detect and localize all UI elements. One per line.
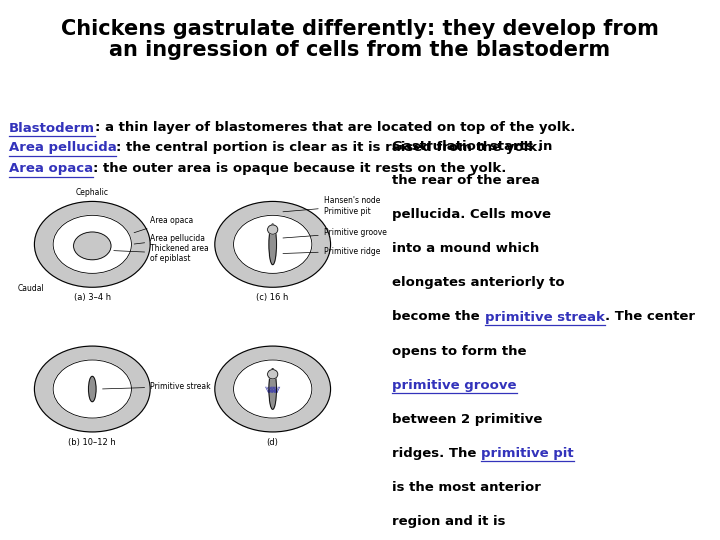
Text: Blastoderm: Blastoderm xyxy=(9,122,94,134)
Text: Area opaca: Area opaca xyxy=(9,162,93,175)
Text: Chickens gastrulate differently: they develop from: Chickens gastrulate differently: they de… xyxy=(61,19,659,39)
Text: region and it is: region and it is xyxy=(392,515,506,528)
Text: Area pellucida: Area pellucida xyxy=(9,141,117,154)
Ellipse shape xyxy=(35,201,150,287)
Ellipse shape xyxy=(53,215,132,273)
Text: (d): (d) xyxy=(266,438,279,447)
Text: (c) 16 h: (c) 16 h xyxy=(256,293,289,302)
Text: primitive pit: primitive pit xyxy=(482,447,574,460)
Text: Primitive groove: Primitive groove xyxy=(283,228,387,238)
Ellipse shape xyxy=(233,215,312,273)
Text: Cephalic: Cephalic xyxy=(76,188,109,197)
Text: Thickened area
of epiblast: Thickened area of epiblast xyxy=(114,244,209,264)
Ellipse shape xyxy=(89,376,96,402)
Ellipse shape xyxy=(268,369,278,379)
Text: pellucida. Cells move: pellucida. Cells move xyxy=(392,208,552,221)
Text: : the outer area is opaque because it rests on the yolk.: : the outer area is opaque because it re… xyxy=(93,162,506,175)
Ellipse shape xyxy=(215,201,330,287)
Text: the rear of the area: the rear of the area xyxy=(392,174,540,187)
Ellipse shape xyxy=(233,360,312,418)
Text: become the: become the xyxy=(392,310,485,323)
Ellipse shape xyxy=(53,360,132,418)
Text: between 2 primitive: between 2 primitive xyxy=(392,413,543,426)
Text: opens to form the: opens to form the xyxy=(392,345,527,357)
Text: primitive streak: primitive streak xyxy=(485,310,605,323)
Ellipse shape xyxy=(215,346,330,432)
Text: into a mound which: into a mound which xyxy=(392,242,540,255)
Text: an ingression of cells from the blastoderm: an ingression of cells from the blastode… xyxy=(109,40,611,60)
Text: (b) 10–12 h: (b) 10–12 h xyxy=(68,438,116,447)
Ellipse shape xyxy=(73,232,111,260)
Text: Area opaca: Area opaca xyxy=(134,216,194,233)
Text: is the most anterior: is the most anterior xyxy=(392,481,541,494)
Ellipse shape xyxy=(268,225,278,234)
Text: Area pellucida: Area pellucida xyxy=(134,234,205,244)
Ellipse shape xyxy=(35,346,150,432)
Text: elongates anteriorly to: elongates anteriorly to xyxy=(392,276,565,289)
Text: Gastrulation starts in: Gastrulation starts in xyxy=(392,140,553,153)
Text: : a thin layer of blastomeres that are located on top of the yolk.: : a thin layer of blastomeres that are l… xyxy=(94,122,575,134)
Text: Caudal: Caudal xyxy=(18,285,45,293)
Ellipse shape xyxy=(269,369,276,409)
Text: ridges. The: ridges. The xyxy=(392,447,482,460)
Text: . The center: . The center xyxy=(605,310,695,323)
Text: Primitive ridge: Primitive ridge xyxy=(283,247,380,255)
Ellipse shape xyxy=(269,224,276,265)
Text: Hansen's node
Primitive pit: Hansen's node Primitive pit xyxy=(283,196,380,215)
Text: primitive groove: primitive groove xyxy=(392,379,517,392)
Text: (a) 3–4 h: (a) 3–4 h xyxy=(73,293,111,302)
Text: Primitive streak: Primitive streak xyxy=(102,382,211,391)
Text: : the central portion is clear as it is raised from the yolk.: : the central portion is clear as it is … xyxy=(117,141,543,154)
